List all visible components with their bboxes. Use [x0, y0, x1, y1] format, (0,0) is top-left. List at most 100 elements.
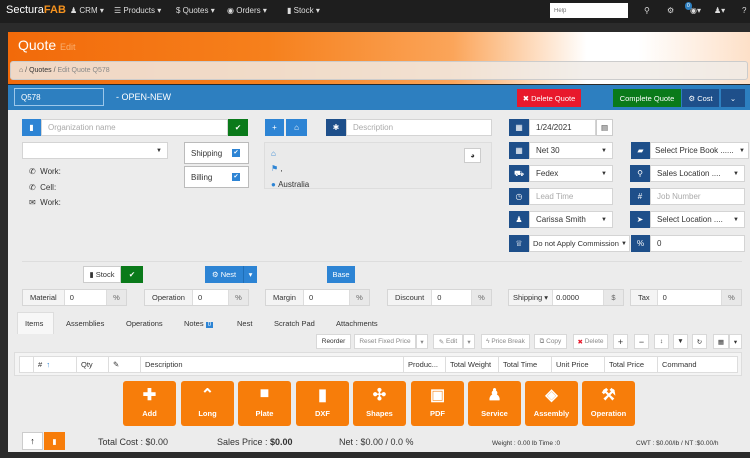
columns-icon[interactable]: ▦ [713, 334, 729, 349]
base-button[interactable]: Base [327, 266, 355, 283]
expand-all-icon[interactable]: + [613, 334, 628, 349]
column-unit-price[interactable]: Unit Price [552, 356, 605, 372]
columns-dropdown-button[interactable]: ▾ [729, 334, 742, 349]
tab-attachments[interactable]: Attachments [336, 319, 378, 328]
scroll-top-button[interactable]: ↑ [22, 432, 43, 450]
add-operation-button[interactable]: ⚒ Operation [582, 381, 635, 426]
tab-notes[interactable]: Notes 0 [184, 319, 214, 328]
column-attachment[interactable]: ✎ [109, 356, 141, 372]
column-total-weight[interactable]: Total Weight [446, 356, 499, 372]
complete-quote-button[interactable]: Complete Quote [613, 89, 681, 107]
add-shapes-button[interactable]: ✣ Shapes [353, 381, 406, 426]
nest-button[interactable]: ⚙ Nest [205, 266, 243, 283]
job-number-input[interactable]: Job Number [650, 188, 745, 205]
add-item-button[interactable]: ✚ Add [123, 381, 176, 426]
delete-quote-button[interactable]: ✖ Delete Quote [517, 89, 581, 107]
commission-select[interactable]: Do not Apply Commission ▼ [529, 235, 630, 252]
nav-crm[interactable]: ♟ CRM ▾ [70, 6, 104, 15]
home-icon[interactable]: ⌂ [19, 67, 24, 74]
chevron-down-icon[interactable]: ⌄ [721, 89, 745, 107]
price-break-button[interactable]: ϟ Price Break [481, 334, 530, 349]
add-long-button[interactable]: ⌃ Long [181, 381, 234, 426]
date-picker-button[interactable]: ▤ [596, 119, 613, 136]
nest-dropdown-button[interactable]: ▾ [243, 266, 257, 283]
help-search-input[interactable] [550, 3, 628, 18]
value[interactable]: 0 [308, 293, 314, 302]
shipping-dropdown[interactable]: Shipping ▾ [509, 290, 554, 305]
tab-items[interactable]: Items [25, 319, 44, 328]
column-total-time[interactable]: Total Time [499, 356, 552, 372]
margin-field[interactable]: Margin 0% [265, 289, 370, 306]
discount-field[interactable]: Discount 0% [387, 289, 492, 306]
terms-select[interactable]: Net 30 ▼ [529, 142, 613, 159]
lead-time-input[interactable]: Lead Time [529, 188, 613, 205]
shipping-field[interactable]: Shipping ▾ 0.0000 $ [508, 289, 624, 306]
add-pdf-button[interactable]: ▣ PDF [411, 381, 464, 426]
search-icon[interactable]: ⚲ [644, 6, 650, 15]
billing-checkbox[interactable]: ✔ [232, 173, 240, 181]
confirm-organization-button[interactable]: ✔ [228, 119, 248, 136]
user-menu-icon[interactable]: ♟▾ [714, 6, 726, 15]
operation-markup-field[interactable]: Operation 0% [144, 289, 249, 306]
tab-operations[interactable]: Operations [126, 319, 163, 328]
home-address-button[interactable]: ⌂ [286, 119, 307, 136]
add-service-button[interactable]: ♟ Service [468, 381, 521, 426]
quote-date-input[interactable]: 1/24/2021 [529, 119, 596, 136]
stock-confirm-button[interactable]: ✔ [121, 266, 143, 283]
gear-icon[interactable]: ⚙ [667, 6, 675, 15]
copy-button[interactable]: ⧉ Copy [534, 334, 567, 349]
breadcrumb-quotes[interactable]: Quotes [29, 67, 52, 74]
price-book-select[interactable]: Select Price Book ...... ▼ [650, 142, 749, 159]
nav-orders[interactable]: ◉ Orders ▾ [227, 6, 267, 15]
quote-number-input[interactable]: Q578 [14, 88, 104, 106]
stock-button[interactable]: ▮ Stock [83, 266, 121, 283]
reorder-button[interactable]: Reorder [316, 334, 351, 349]
column-command[interactable]: Command [662, 359, 697, 369]
edit-button[interactable]: ✎ Edit [433, 334, 463, 349]
file-button[interactable]: ▮ [44, 432, 65, 450]
location-select[interactable]: Select Location .... ▼ [650, 211, 745, 228]
shipping-checkbox[interactable]: ✔ [232, 149, 240, 157]
billing-toggle[interactable]: Billing ✔ [184, 166, 249, 188]
cost-button[interactable]: ⚙ Cost [682, 89, 719, 107]
reset-dropdown-button[interactable]: ▾ [416, 334, 428, 349]
organization-input[interactable]: Organization name [41, 119, 228, 136]
description-input[interactable]: Description [346, 119, 492, 136]
value[interactable]: 0 [437, 293, 442, 302]
value[interactable]: 0 [197, 293, 203, 302]
add-plate-button[interactable]: ■ Plate [238, 381, 291, 426]
tab-scratch-pad[interactable]: Scratch Pad [274, 319, 315, 328]
carrier-select[interactable]: Fedex ▼ [529, 165, 613, 182]
tab-nest[interactable]: Nest [237, 319, 253, 328]
salesperson-select[interactable]: Carissa Smith ▼ [529, 211, 613, 228]
nav-quotes[interactable]: $ Quotes ▾ [176, 6, 215, 15]
collapse-all-icon[interactable]: − [634, 334, 649, 349]
add-assembly-button[interactable]: ◈ Assembly [525, 381, 578, 426]
map-globe-button[interactable]: ◕ [464, 148, 481, 163]
add-dxf-button[interactable]: ▮ DXF [296, 381, 349, 426]
notifications-bell-icon[interactable]: ◉▾ [690, 6, 701, 15]
help-icon[interactable]: ? [742, 6, 747, 15]
edit-dropdown-button[interactable]: ▾ [463, 334, 475, 349]
column-description[interactable]: Description [141, 356, 404, 372]
sales-location-select[interactable]: Sales Location .... ▼ [650, 165, 745, 182]
material-markup-field[interactable]: Material 0% [22, 289, 127, 306]
column-number[interactable]: # ↑ [34, 356, 77, 372]
column-total-price[interactable]: Total Price [605, 356, 658, 372]
delete-button[interactable]: ✖ Delete [573, 334, 608, 349]
filter-icon[interactable]: ▼ [673, 334, 688, 349]
shipping-toggle[interactable]: Shipping ✔ [184, 142, 249, 164]
resize-vertical-icon[interactable]: ↕ [654, 334, 669, 349]
commission-percent-input[interactable]: 0 [650, 235, 745, 252]
value[interactable]: 0 [69, 293, 74, 302]
contact-select[interactable]: ▼ [22, 142, 168, 159]
value[interactable]: 0 [662, 293, 667, 302]
tax-field[interactable]: Tax 0% [630, 289, 742, 306]
column-product[interactable]: Produc... [404, 356, 446, 372]
value[interactable]: 0.0000 [556, 293, 580, 302]
reset-fixed-price-button[interactable]: Reset Fixed Price [354, 334, 416, 349]
tab-assemblies[interactable]: Assemblies [66, 319, 105, 328]
add-address-button[interactable]: + [265, 119, 284, 136]
nav-products[interactable]: ☰ Products ▾ [114, 6, 162, 15]
brand-logo[interactable]: SecturaFAB [6, 4, 66, 16]
